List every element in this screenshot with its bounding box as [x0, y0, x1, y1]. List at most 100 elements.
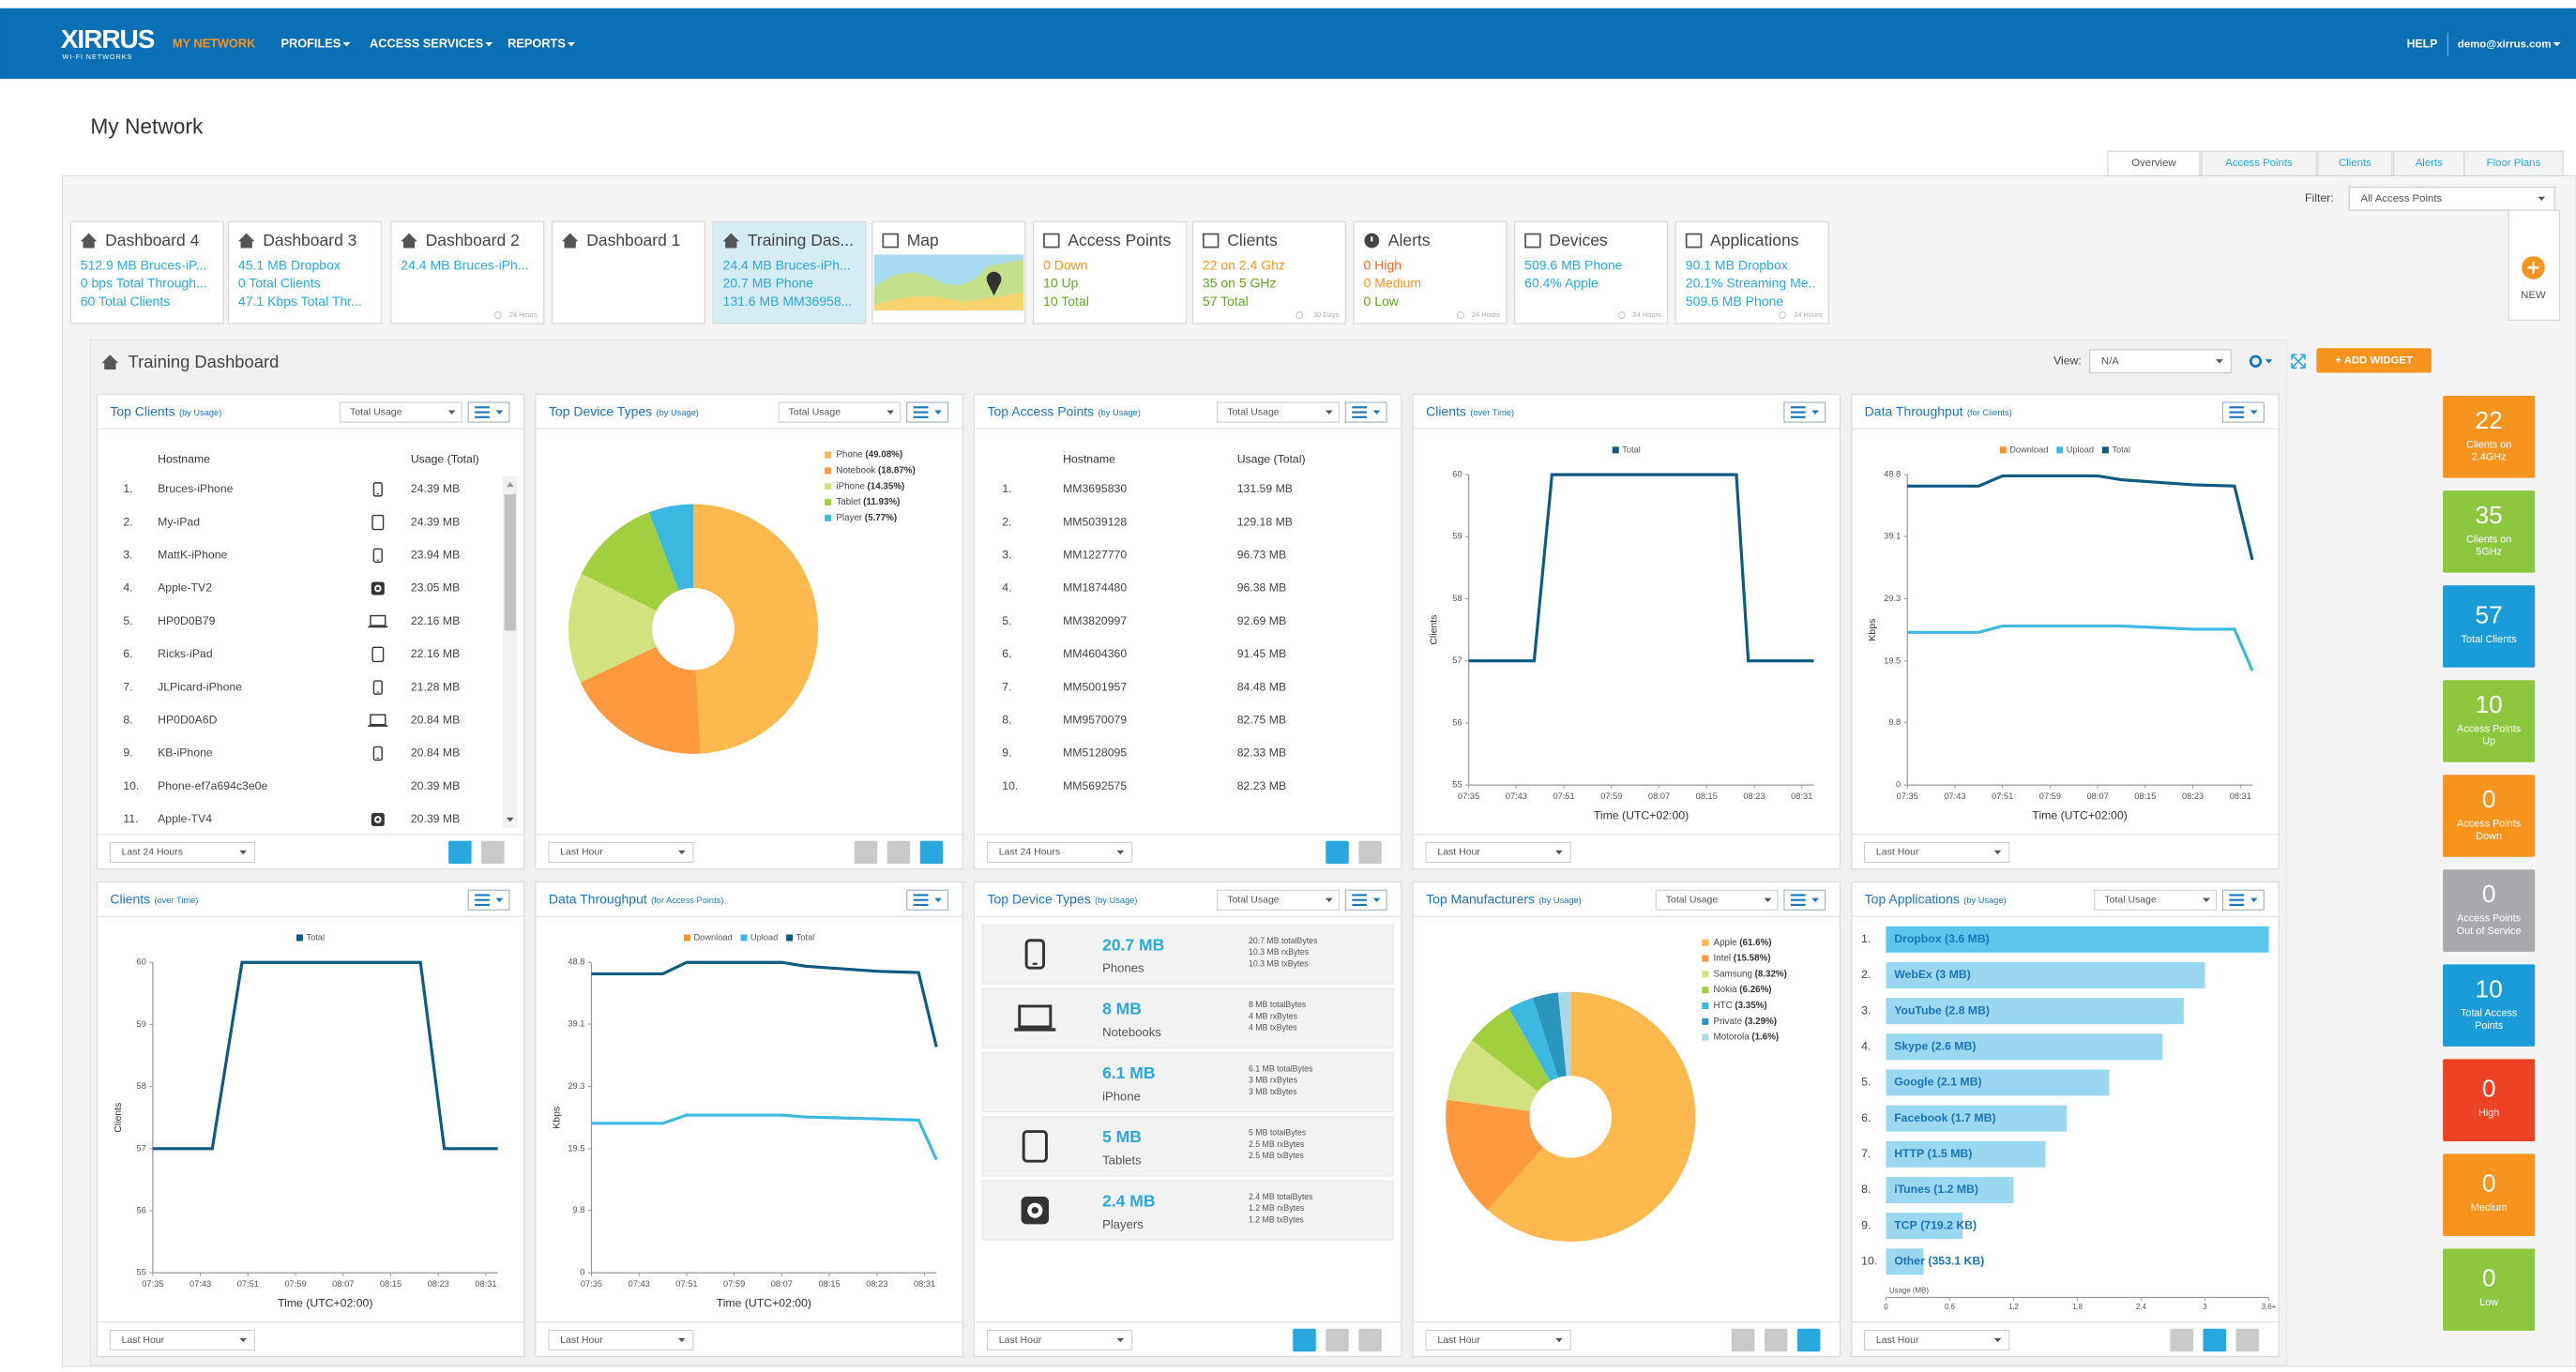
view-toggle[interactable] [1358, 840, 1382, 865]
view-toggle[interactable] [919, 840, 944, 865]
tab-label[interactable]: Overview [2131, 158, 2176, 169]
stat-tile[interactable] [2443, 1153, 2536, 1236]
x-tick-label: 07:51 [675, 1279, 697, 1289]
dashboard-card[interactable] [227, 220, 382, 324]
range-select[interactable] [1864, 841, 2010, 863]
range-select[interactable] [986, 841, 1133, 863]
tab[interactable] [2317, 150, 2393, 176]
widget-select-value: Total Usage [1227, 406, 1280, 417]
dashboard-card[interactable] [551, 220, 705, 324]
filter-select[interactable] [2348, 187, 2555, 211]
user-menu[interactable]: demo@xirrus.com [2458, 38, 2552, 50]
card-line: 10 Up [1043, 276, 1079, 291]
y-tick-label: 29.3 [568, 1081, 584, 1091]
device-row [981, 1180, 1394, 1241]
dashboard-card[interactable] [390, 220, 545, 324]
view-toggle[interactable] [1293, 1328, 1316, 1352]
range-value: Last Hour [1876, 1334, 1919, 1346]
range-select[interactable] [1425, 841, 1571, 863]
range-select[interactable] [548, 1329, 694, 1351]
caret [2265, 359, 2273, 364]
view-toggle[interactable] [1796, 1328, 1821, 1352]
widget-select[interactable] [2094, 889, 2217, 911]
pie-slice [1557, 991, 1571, 1077]
view-toggle[interactable] [1731, 1328, 1755, 1352]
widget-select[interactable] [1217, 401, 1340, 423]
widget-subtitle: (for Clients) [1967, 408, 2012, 417]
pie-slice [1447, 1040, 1538, 1111]
view-select[interactable] [2089, 349, 2232, 374]
range-select[interactable] [1864, 1329, 2010, 1351]
range-select[interactable] [109, 1329, 255, 1351]
caret [342, 42, 351, 47]
nav-item[interactable]: PROFILES [280, 37, 341, 51]
card-footer-icon [1296, 311, 1304, 320]
widget-select[interactable] [1217, 889, 1340, 911]
range-select[interactable] [548, 841, 694, 863]
view-toggle[interactable] [854, 840, 878, 865]
bar [1886, 1105, 2068, 1132]
scrollbar-thumb[interactable] [504, 494, 516, 631]
x-tick-label: 0 [1884, 1303, 1888, 1311]
widget-title: Top Device Types [549, 403, 652, 418]
range-select[interactable] [986, 1329, 1133, 1351]
y-tick-label: 58 [137, 1081, 146, 1091]
tab[interactable] [2463, 150, 2564, 176]
tab-label[interactable]: Floor Plans [2487, 158, 2541, 169]
nav-item[interactable]: REPORTS [508, 37, 566, 51]
view-toggle[interactable] [2235, 1328, 2259, 1352]
row-hostname: MM1227770 [1063, 549, 1127, 562]
view-toggle[interactable] [1326, 1328, 1349, 1352]
stat-tile[interactable] [2443, 775, 2536, 857]
tab[interactable] [2201, 150, 2317, 176]
nav-item[interactable]: ACCESS SERVICES [370, 37, 484, 51]
widget-select[interactable] [339, 401, 462, 423]
dashboard-card[interactable] [712, 220, 867, 324]
tab[interactable] [2107, 150, 2201, 176]
stat-tile[interactable] [2443, 490, 2536, 573]
tab-label[interactable]: Access Points [2225, 158, 2293, 169]
widget-subtitle: (by Usage) [657, 408, 699, 417]
expand-button[interactable] [2291, 354, 2306, 369]
widget-select[interactable] [1655, 889, 1779, 911]
add-widget-label[interactable]: + ADD WIDGET [2335, 354, 2413, 366]
card-footer: 24 Hours [1633, 310, 1661, 319]
view-toggle[interactable] [1326, 840, 1349, 865]
nav-item[interactable]: MY NETWORK [173, 37, 256, 51]
row-rank: 1. [123, 482, 132, 495]
widget-select[interactable] [778, 401, 902, 423]
card-title: Dashboard 2 [426, 231, 520, 249]
view-toggle[interactable] [1764, 1328, 1788, 1352]
dashboard-card[interactable] [1353, 220, 1508, 324]
row-hostname: HP0D0B79 [158, 614, 215, 627]
device-icon [371, 646, 385, 663]
x-tick-label: 08:31 [1791, 792, 1812, 801]
card-title: Dashboard 4 [105, 231, 199, 249]
view-toggle[interactable] [2170, 1328, 2193, 1352]
view-toggle[interactable] [2203, 1328, 2226, 1352]
stat-tile[interactable] [2443, 869, 2536, 952]
range-select[interactable] [109, 841, 255, 863]
stat-tile[interactable] [2443, 396, 2536, 478]
add-widget-button[interactable] [2316, 348, 2432, 373]
view-toggle[interactable] [886, 840, 911, 865]
help-link[interactable]: HELP [2407, 38, 2438, 51]
stat-tile[interactable] [2443, 1059, 2536, 1141]
dashboard-card[interactable] [69, 220, 224, 324]
stat-tile[interactable] [2443, 964, 2536, 1047]
stat-label: Access Points [2457, 819, 2522, 830]
pie-slice [1487, 991, 1696, 1242]
stat-tile[interactable] [2443, 585, 2536, 668]
view-toggle[interactable] [481, 840, 505, 865]
stat-tile[interactable] [2443, 680, 2536, 762]
tab-label[interactable]: Alerts [2416, 158, 2443, 169]
range-select[interactable] [1425, 1329, 1571, 1351]
settings-button[interactable] [2249, 354, 2263, 368]
view-toggle[interactable] [448, 840, 472, 865]
y-axis-label: Kbps [551, 1107, 562, 1129]
new-label[interactable]: NEW [2521, 290, 2546, 301]
view-toggle[interactable] [1358, 1328, 1382, 1352]
stat-tile[interactable] [2443, 1248, 2536, 1332]
x-tick-label: 07:35 [1897, 792, 1918, 801]
tab-label[interactable]: Clients [2339, 158, 2371, 169]
